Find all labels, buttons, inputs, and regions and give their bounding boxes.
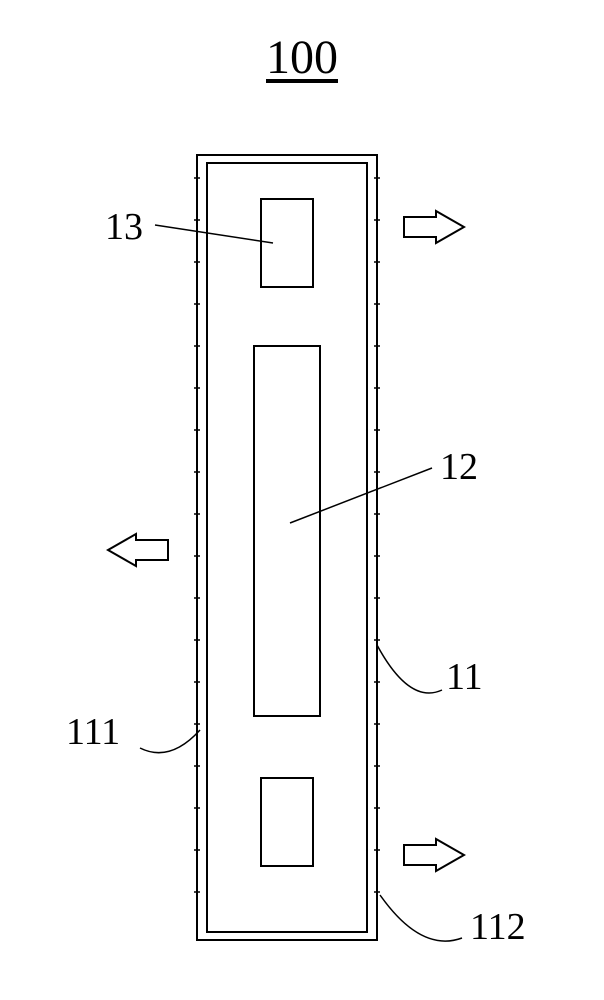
lead-line-11 xyxy=(377,645,442,693)
label-111: 111 xyxy=(66,710,120,754)
label-13: 13 xyxy=(105,205,143,249)
middle-rect xyxy=(254,346,320,716)
lead-line-13 xyxy=(155,225,273,243)
arrow-right-icon xyxy=(404,839,464,871)
bottom-small-rect xyxy=(261,778,313,866)
label-11: 11 xyxy=(446,655,483,699)
diagram-svg xyxy=(0,0,604,1000)
side-dashes xyxy=(194,178,380,892)
lead-line-111 xyxy=(140,730,200,753)
inner-housing-rect xyxy=(207,163,367,932)
arrow-left-icon xyxy=(108,534,168,566)
arrows xyxy=(108,211,464,871)
label-112: 112 xyxy=(470,905,526,949)
lead-lines xyxy=(140,225,462,941)
outer-housing-rect xyxy=(197,155,377,940)
arrow-right-icon xyxy=(404,211,464,243)
lead-line-12 xyxy=(290,468,432,523)
lead-line-112 xyxy=(380,895,462,941)
label-12: 12 xyxy=(440,445,478,489)
